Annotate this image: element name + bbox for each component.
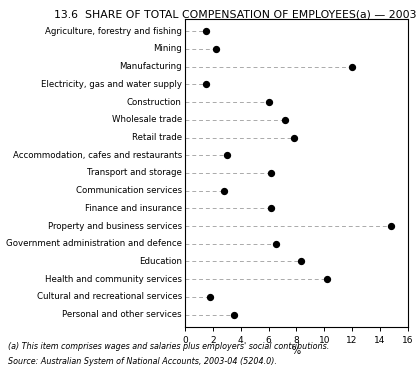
Text: Accommodation, cafes and restaurants: Accommodation, cafes and restaurants xyxy=(12,151,182,160)
Text: Personal and other services: Personal and other services xyxy=(62,310,182,319)
Text: Education: Education xyxy=(139,257,182,266)
Text: Electricity, gas and water supply: Electricity, gas and water supply xyxy=(41,80,182,89)
Point xyxy=(203,81,209,87)
Text: Wholesale trade: Wholesale trade xyxy=(111,115,182,124)
Text: (a) This item comprises wages and salaries plus employers' social contributions.: (a) This item comprises wages and salari… xyxy=(8,342,329,351)
Point xyxy=(272,241,279,247)
Text: Property and business services: Property and business services xyxy=(48,222,182,231)
Point xyxy=(282,117,289,123)
Point xyxy=(265,99,272,105)
Text: Government administration and defence: Government administration and defence xyxy=(6,239,182,248)
Text: Cultural and recreational services: Cultural and recreational services xyxy=(37,292,182,301)
Text: Mining: Mining xyxy=(153,45,182,54)
Point xyxy=(268,205,275,211)
Point xyxy=(388,223,394,229)
Text: Health and community services: Health and community services xyxy=(45,275,182,284)
Point xyxy=(290,135,297,141)
Text: 13.6  SHARE OF TOTAL COMPENSATION OF EMPLOYEES(a) — 2003–04: 13.6 SHARE OF TOTAL COMPENSATION OF EMPL… xyxy=(54,9,416,19)
Text: Agriculture, forestry and fishing: Agriculture, forestry and fishing xyxy=(45,27,182,36)
Point xyxy=(324,276,330,282)
Point xyxy=(268,170,275,176)
Text: Retail trade: Retail trade xyxy=(132,133,182,142)
Point xyxy=(221,187,228,194)
Text: Transport and storage: Transport and storage xyxy=(87,169,182,177)
Point xyxy=(203,28,209,34)
Text: Manufacturing: Manufacturing xyxy=(119,62,182,71)
Point xyxy=(297,259,304,265)
X-axis label: %: % xyxy=(292,346,301,356)
Point xyxy=(213,46,219,52)
Point xyxy=(230,311,237,318)
Point xyxy=(349,64,355,70)
Text: Source: Australian System of National Accounts, 2003-04 (5204.0).: Source: Australian System of National Ac… xyxy=(8,357,277,366)
Text: Finance and insurance: Finance and insurance xyxy=(85,204,182,213)
Text: Communication services: Communication services xyxy=(76,186,182,195)
Point xyxy=(207,294,213,300)
Text: Construction: Construction xyxy=(127,98,182,107)
Point xyxy=(223,152,230,158)
